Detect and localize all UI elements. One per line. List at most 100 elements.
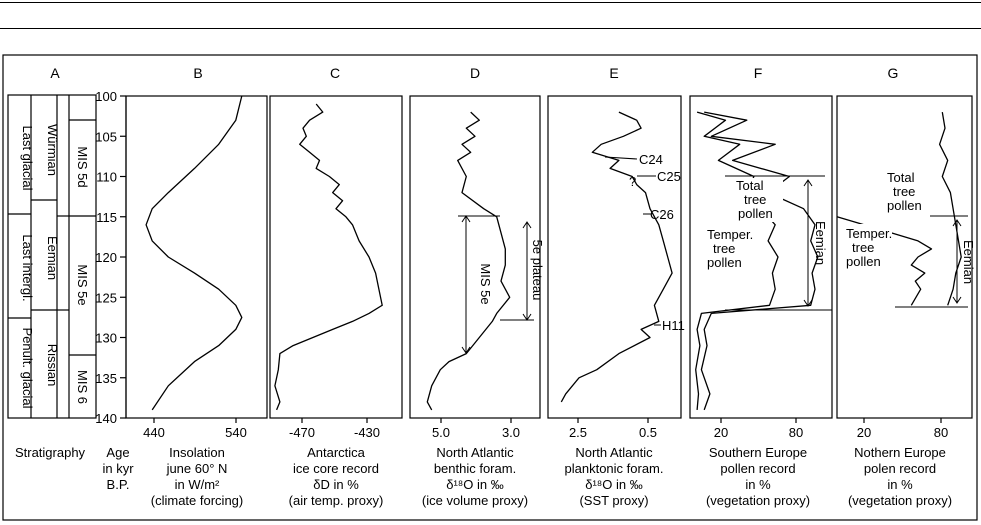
panel-f-temper-1: Temper. [707,227,753,242]
panel-f-eemian-label: Eemian [813,221,828,265]
panel-b-caption-3: in W/m² [175,477,220,492]
panel-e-series-1-line [560,111,673,403]
strat-mis-6: MIS 6 [75,370,90,404]
panel-e-c26: C26 [650,207,674,222]
panel-f-caption-1: Southern Europe [709,445,807,460]
panel-g-total-2: tree [893,184,915,199]
panel-d-series-1-line [426,111,511,411]
age-label-line-1: Age [106,445,129,460]
panel-b-box [125,95,268,419]
panel-d-mis5e-label: MIS 5e [478,263,493,304]
panel-c-caption-4: (air temp. proxy) [289,493,384,508]
panel-g-box [836,95,973,419]
age-tick-label: 115 [96,210,117,225]
panel-letter-d: D [470,65,480,81]
panel-d-caption-3: δ¹⁸O in ‰ [446,477,504,492]
strat-last-glacial: Last glacial [20,125,35,190]
panel-g-xtick-20: 20 [857,425,871,440]
panel-letter-c: C [330,65,340,81]
panel-g-caption-4: (vegetation proxy) [848,493,952,508]
panel-e-caption-1: North Atlantic [575,445,653,460]
top-rule [0,2,981,3]
panel-e-caption-3: δ¹⁸O in ‰ [585,477,643,492]
curves [145,95,962,411]
panel-g-temper-2: tree [852,240,874,255]
panel-c-xtick-minus430: -430 [354,425,380,440]
age-tick-label: 120 [95,250,117,265]
age-axis: 100 105 110 115 120 125 130 135 140 [95,89,127,426]
panel-d-xtick-3: 3.0 [502,425,520,440]
strat-last-interglacial: Last intergl. [20,234,35,301]
panel-f-temper-2: tree [713,241,735,256]
strat-mis-5e: MIS 5e [75,264,90,305]
panel-e-box [547,95,682,419]
panel-f-temper-label-bg [705,226,753,270]
panel-f-total-3: pollen [738,206,773,221]
strat-wurmian: Würmian [45,124,60,176]
panel-g-temper-label-bg [844,224,892,268]
panel-c-caption-1: Antarctica [307,445,366,460]
panel-e-c25: C25 [657,169,681,184]
panel-b-caption-2: june 60° N [166,461,228,476]
panel-c-caption-3: δD in % [313,477,359,492]
strat-mis-5d: MIS 5d [75,146,90,187]
panel-f-caption-4: (vegetation proxy) [706,493,810,508]
panel-f-box [689,95,833,419]
panel-letter-f: F [754,65,763,81]
panel-c-series-1-line [274,103,383,411]
panel-g-total-1: Total [887,170,915,185]
figure-frame [2,54,978,521]
stratigraphy-column [7,94,97,419]
panel-d-caption-1: North Atlantic [436,445,514,460]
second-rule [0,28,981,29]
panel-e-c24: C24 [639,152,663,167]
panel-f-series-1-line [700,111,819,411]
age-tick-label: 130 [95,331,117,346]
panel-g-total-label-bg [884,170,924,214]
panel-c-box [269,95,403,419]
panel-f-caption-3: in % [745,477,771,492]
age-tick-label: 125 [95,290,117,305]
panel-g-xtick-80: 80 [934,425,948,440]
panel-f-xtick-80: 80 [789,425,803,440]
age-label-line-2: in kyr [102,461,134,476]
panel-g-eemian-bracket [895,215,968,308]
panel-e-caption-2: planktonic foram. [565,461,664,476]
panel-g-caption-2: polen record [864,461,936,476]
panel-f-total-2: tree [744,192,766,207]
panel-f-total-label-bg [733,178,783,222]
panel-d-plateau-label: 5e plateau [530,240,545,301]
strat-penult-glacial: Penult. glacial [20,328,35,409]
strat-rissian: Rissian [45,344,60,387]
panel-letter-b: B [193,65,202,81]
panel-d-xtick-5: 5.0 [432,425,450,440]
age-tick-label: 110 [96,170,117,185]
panel-e-caption-4: (SST proxy) [579,493,648,508]
panel-c-caption-2: ice core record [293,461,379,476]
panel-f-total-1: Total [736,178,764,193]
panel-c-xtick-minus470: -470 [289,425,315,440]
panel-letter-e: E [609,65,618,81]
panel-b-xtick-540: 540 [225,425,247,440]
strat-eemian: Eemian [45,236,60,280]
panel-b-caption-4: (climate forcing) [151,493,243,508]
stratigraphy-caption: Stratigraphy [15,445,86,460]
age-tick-label: 135 [95,371,117,386]
panel-e-question: ? [629,174,636,189]
panel-g-eemian-label: Eemian [961,240,976,284]
panel-letter-g: G [888,65,899,81]
panel-letter-a: A [50,65,60,81]
panel-e-xtick-0-5: 0.5 [639,425,657,440]
age-tick-label: 105 [95,129,117,144]
age-label-line-3: B.P. [107,477,130,492]
panel-b-caption-1: Insolation [169,445,225,460]
panel-f-xtick-20: 20 [714,425,728,440]
panel-f-temper-3: pollen [707,255,742,270]
x-tick-marks [153,418,942,423]
panel-g-total-3: pollen [887,198,922,213]
age-tick-label: 140 [95,411,117,426]
panel-e-xtick-2-5: 2.5 [569,425,587,440]
panel-g-caption-3: in % [887,477,913,492]
panel-d-brackets [458,215,534,354]
panel-g-series-1-line [938,111,962,306]
